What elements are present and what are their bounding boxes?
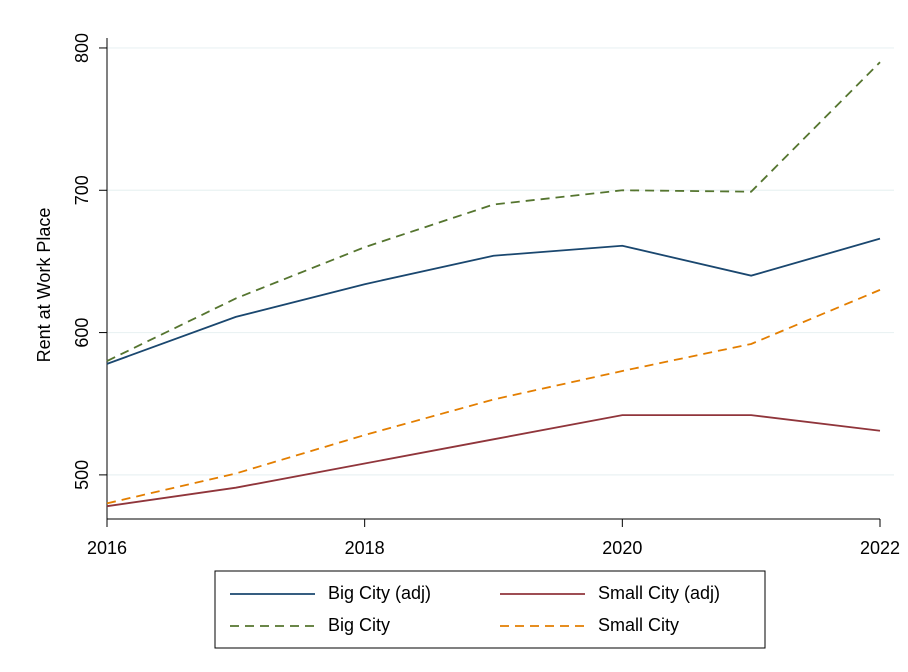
series-line — [106, 61, 881, 362]
legend-label: Small City (adj) — [598, 583, 720, 603]
legend-label: Big City — [328, 615, 390, 635]
series-line — [106, 414, 881, 508]
y-tick-label: 800 — [72, 33, 92, 63]
series-line — [106, 289, 881, 505]
series-line — [106, 237, 881, 365]
legend-label: Big City (adj) — [328, 583, 431, 603]
y-axis-label: Rent at Work Place — [34, 208, 54, 363]
x-tick-label: 2016 — [87, 538, 127, 558]
y-tick-label: 600 — [72, 318, 92, 348]
y-tick-label: 700 — [72, 175, 92, 205]
x-tick-label: 2020 — [602, 538, 642, 558]
legend-box — [214, 570, 766, 649]
x-tick-label: 2022 — [860, 538, 900, 558]
legend-label: Small City — [598, 615, 679, 635]
x-tick-label: 2018 — [345, 538, 385, 558]
y-tick-label: 500 — [72, 460, 92, 490]
